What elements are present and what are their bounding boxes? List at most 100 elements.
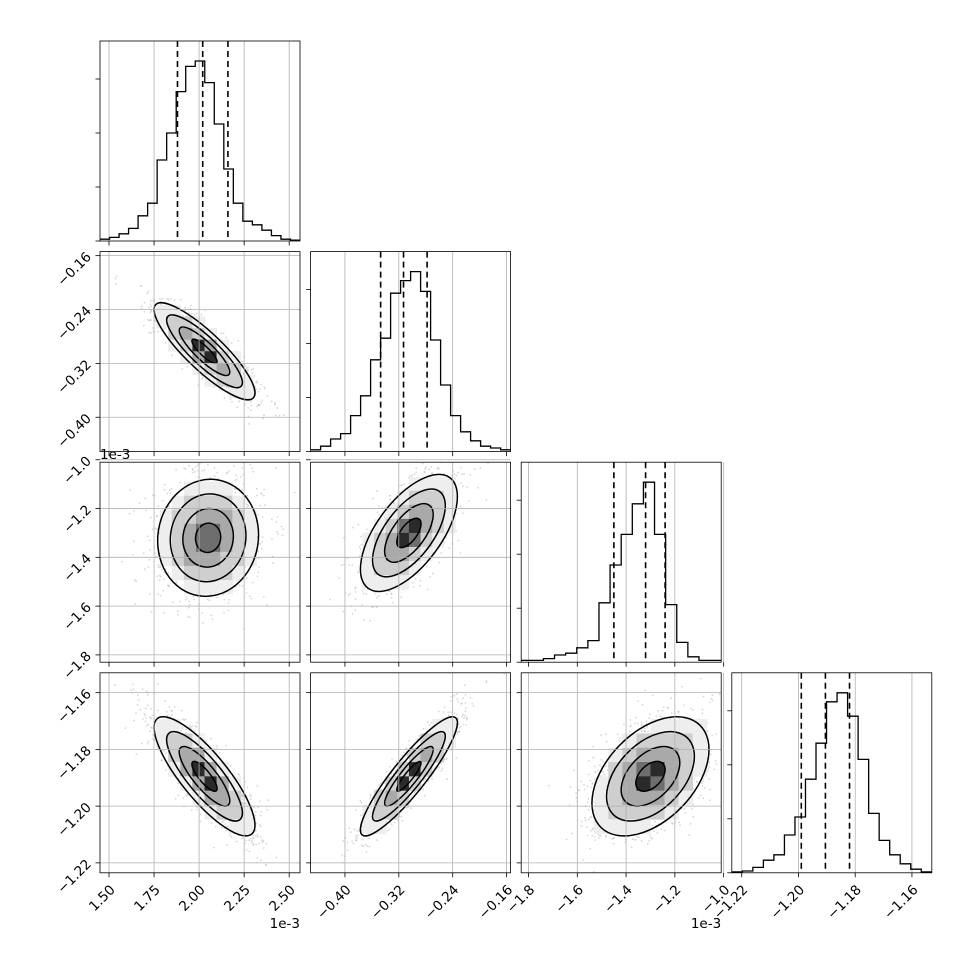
density-cell <box>232 509 245 525</box>
scatter-point <box>163 750 165 753</box>
scatter-point <box>131 553 134 556</box>
density-cell <box>362 575 375 590</box>
scatter-point <box>132 688 135 691</box>
scatter-point <box>251 372 254 374</box>
scatter-point <box>368 529 371 532</box>
density-cell <box>208 579 221 595</box>
scatter-point <box>415 471 418 474</box>
scatter-point <box>256 494 258 497</box>
scatter-panel-0-1: −0.40−0.32−0.24−0.16 <box>54 249 301 457</box>
density-cell <box>220 481 233 497</box>
scatter-point <box>347 594 350 596</box>
density-cell <box>208 551 221 567</box>
density-cell <box>208 523 221 539</box>
scatter-point <box>253 375 256 377</box>
scatter-point <box>185 596 188 599</box>
scatter-point <box>223 612 226 614</box>
scatter-point <box>167 571 170 574</box>
scatter-point <box>157 566 160 569</box>
density-cell <box>362 546 375 562</box>
scatter-point <box>256 575 259 578</box>
scatter-point <box>388 590 391 593</box>
scatter-point <box>115 275 118 278</box>
axes-frame <box>310 461 512 663</box>
scatter-point <box>429 576 431 578</box>
scatter-point <box>262 595 265 598</box>
density-cell <box>216 362 230 375</box>
scatter-point <box>257 403 260 406</box>
scatter-point <box>437 467 440 469</box>
density-cell <box>408 476 421 492</box>
scatter-point <box>193 471 196 473</box>
contour-line <box>194 522 222 554</box>
scatter-point <box>255 380 258 382</box>
scatter-point <box>147 290 150 293</box>
scatter-point <box>115 283 117 286</box>
scatter-point <box>159 574 161 577</box>
scatter-point <box>412 586 415 589</box>
scatter-point <box>164 769 167 772</box>
scatter-point <box>170 487 173 490</box>
scatter-point <box>184 468 187 470</box>
scatter-point <box>425 565 428 568</box>
scatter-point <box>282 528 285 531</box>
y-tick-label: −0.40 <box>54 411 95 452</box>
axes-frame <box>99 251 301 453</box>
scatter-point <box>219 388 221 391</box>
scatter-point <box>210 614 213 617</box>
scatter-point <box>169 492 172 494</box>
scatter-point <box>146 535 149 538</box>
scatter-point <box>459 440 461 442</box>
density-cell <box>244 509 257 525</box>
density-cell <box>240 386 254 399</box>
scatter-point <box>354 587 357 590</box>
scatter-point <box>399 484 402 487</box>
scatter-point <box>366 528 368 531</box>
scatter-point <box>377 595 380 597</box>
scatter-point <box>183 719 186 721</box>
scatter-point <box>261 399 264 402</box>
panel-body <box>121 457 296 630</box>
scatter-point <box>411 581 414 584</box>
scatter-point <box>154 527 157 530</box>
scatter-point <box>259 542 262 545</box>
contour-line <box>153 302 256 401</box>
scatter-point <box>235 478 238 481</box>
scatter-point <box>466 486 469 488</box>
scatter-point <box>233 465 236 467</box>
contour-line <box>371 488 447 578</box>
scatter-point <box>150 332 152 334</box>
density-cell <box>183 565 197 581</box>
scatter-point <box>409 474 411 477</box>
scatter-point <box>222 332 225 335</box>
scatter-point <box>181 314 184 317</box>
scatter-point <box>194 457 196 459</box>
axes-frame <box>310 251 512 453</box>
scatter-point <box>133 510 135 512</box>
scatter-point <box>150 305 153 308</box>
scatter-point <box>351 612 354 615</box>
density-cell <box>180 327 193 341</box>
scatter-point <box>163 489 166 491</box>
scatter-point <box>204 309 207 312</box>
scatter-point <box>168 489 171 492</box>
density-cell <box>397 532 410 548</box>
scatter-point <box>448 547 451 549</box>
scatter-point <box>183 467 186 470</box>
scatter-point <box>461 473 463 475</box>
scatter-point <box>257 513 259 516</box>
scatter-point <box>245 458 247 460</box>
density-cell <box>168 327 181 341</box>
scatter-point <box>158 579 161 582</box>
scatter-point <box>152 733 154 736</box>
scatter-point <box>273 403 276 406</box>
scatter-point <box>351 564 354 567</box>
axes-frame <box>99 40 301 242</box>
y-tick-label: −1.8 <box>60 648 94 682</box>
scatter-point <box>196 464 199 467</box>
scatter-point <box>225 336 228 339</box>
density-cell <box>183 495 197 511</box>
scatter-point <box>181 368 184 370</box>
histogram-step-line <box>310 270 511 451</box>
